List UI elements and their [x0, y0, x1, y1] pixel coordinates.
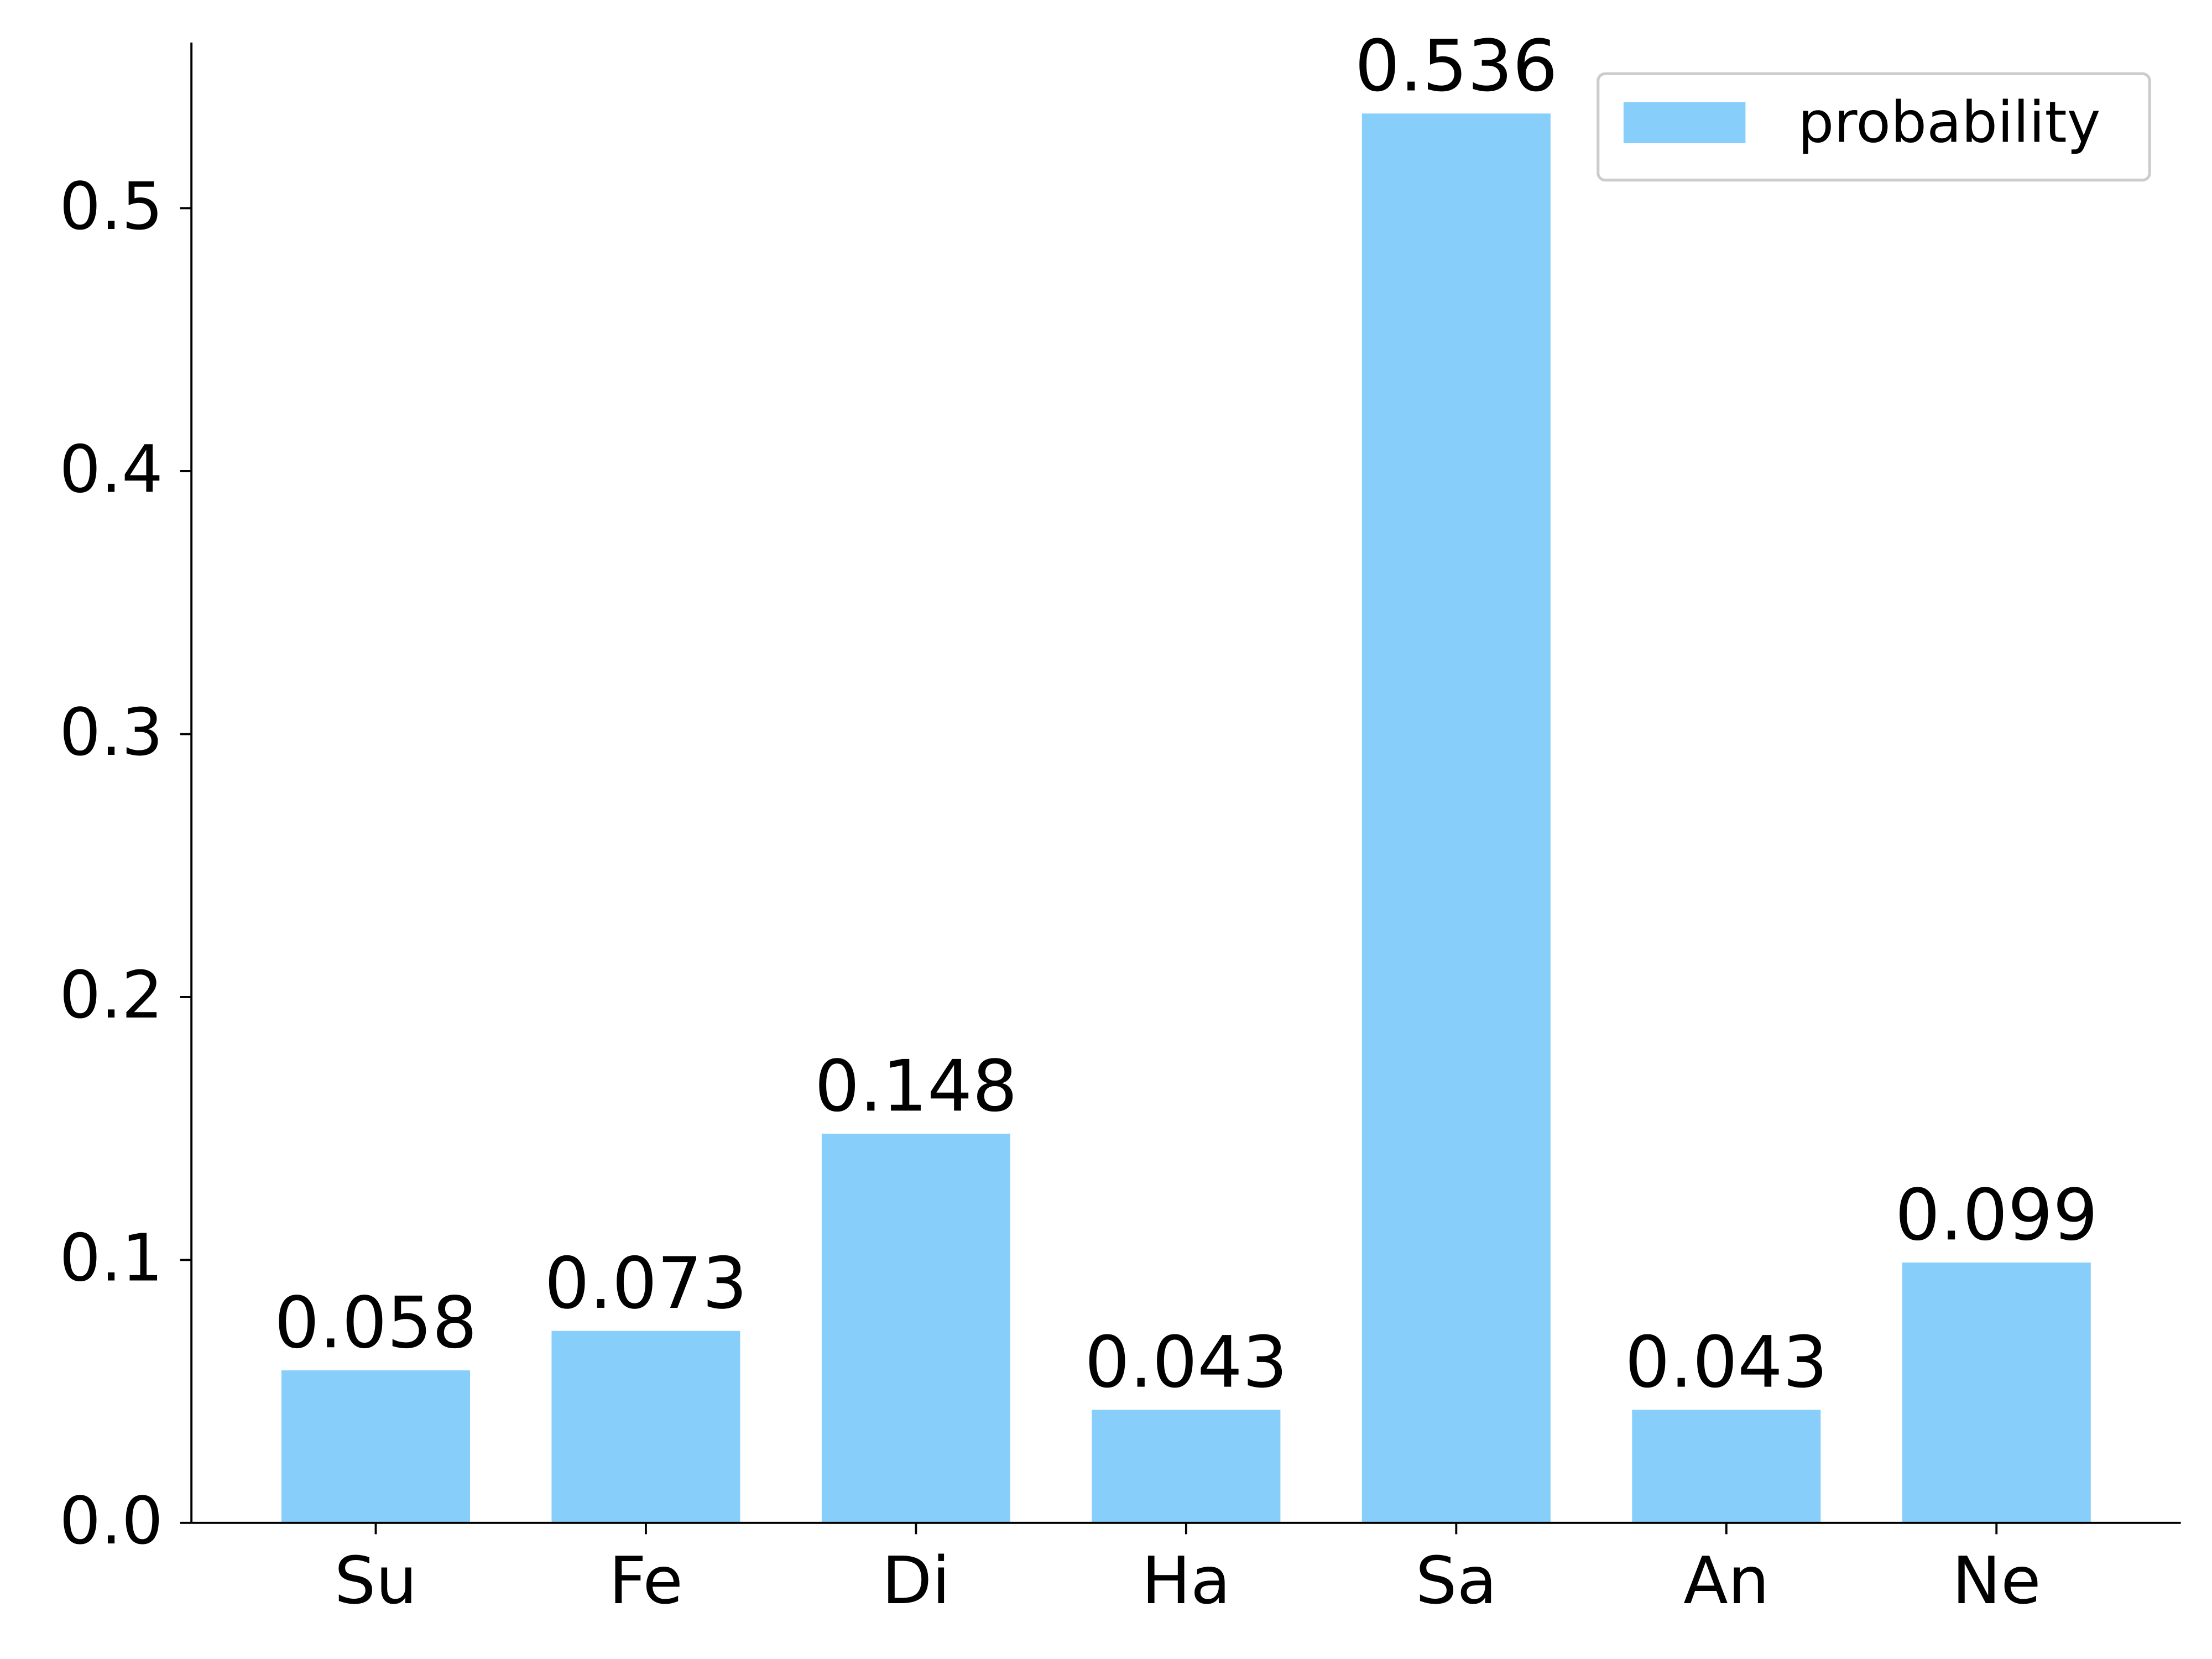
- bar: [1902, 1262, 2091, 1523]
- x-tick-label: Su: [335, 1543, 418, 1619]
- x-tick-label: Fe: [609, 1543, 683, 1619]
- x-tick-label: Di: [882, 1543, 951, 1619]
- y-tick-label: 0.3: [59, 695, 163, 770]
- legend-swatch: [1623, 102, 1746, 143]
- y-tick-label: 0.5: [59, 169, 163, 244]
- y-tick-label: 0.1: [59, 1220, 163, 1296]
- x-tick-label: Sa: [1416, 1543, 1497, 1619]
- value-label: 0.099: [1895, 1174, 2098, 1256]
- bar: [1092, 1410, 1281, 1523]
- x-tick-label: An: [1683, 1543, 1769, 1619]
- value-label: 0.148: [815, 1045, 1018, 1128]
- value-label: 0.536: [1355, 25, 1558, 108]
- y-tick-label: 0.2: [59, 957, 163, 1033]
- y-tick-label: 0.0: [59, 1483, 163, 1559]
- bar: [1361, 113, 1551, 1523]
- bar: [281, 1370, 470, 1523]
- value-label: 0.043: [1625, 1322, 1828, 1404]
- x-tick-label: Ne: [1952, 1543, 2041, 1619]
- value-label: 0.058: [274, 1282, 477, 1364]
- bar: [821, 1134, 1010, 1523]
- y-tick-label: 0.4: [59, 431, 163, 507]
- legend-label: probability: [1798, 90, 2100, 156]
- bar: [1632, 1410, 1821, 1523]
- legend-box: [1597, 72, 2151, 182]
- value-label: 0.043: [1084, 1322, 1287, 1404]
- bar: [551, 1331, 740, 1523]
- x-tick-label: Ha: [1141, 1543, 1230, 1619]
- value-label: 0.073: [544, 1243, 747, 1325]
